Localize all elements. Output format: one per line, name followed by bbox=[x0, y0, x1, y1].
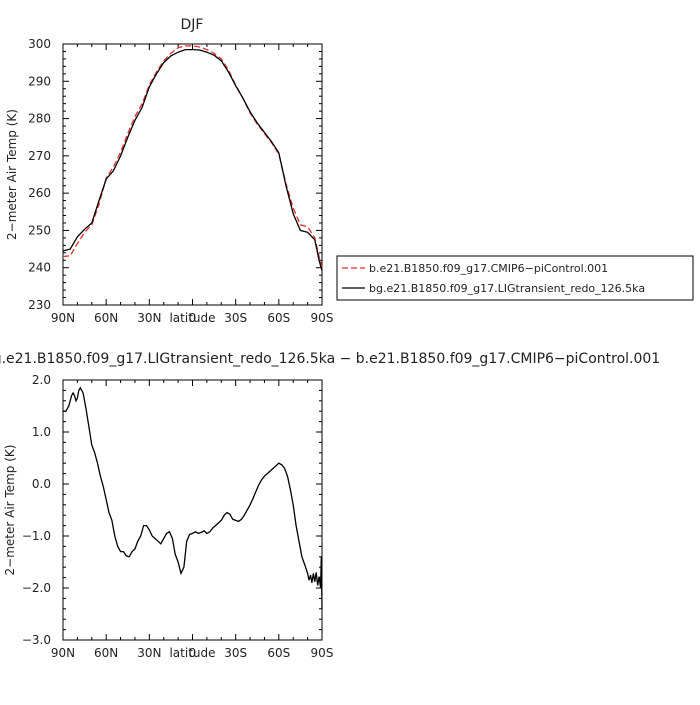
x-tick-label: 0 bbox=[189, 311, 197, 325]
x-tick-label: 60S bbox=[267, 311, 290, 325]
x-axis-label: latitude bbox=[169, 646, 215, 660]
series-line-1 bbox=[63, 386, 323, 609]
y-tick-label: 280 bbox=[28, 112, 51, 126]
series-line-2 bbox=[62, 48, 323, 271]
x-tick-label: 60N bbox=[94, 646, 118, 660]
y-tick-label: 1.0 bbox=[32, 425, 51, 439]
x-tick-label: 30N bbox=[137, 311, 161, 325]
x-tick-label: 60N bbox=[94, 311, 118, 325]
x-tick-label: 30S bbox=[224, 646, 247, 660]
y-tick-label: −2.0 bbox=[22, 581, 51, 595]
y-tick-label: −3.0 bbox=[22, 633, 51, 647]
y-tick-label: 2.0 bbox=[32, 373, 51, 387]
y-tick-label: 300 bbox=[28, 37, 51, 51]
legend-entry-1: b.e21.B1850.f09_g17.CMIP6−piControl.001 bbox=[369, 262, 608, 275]
x-tick-label: 60S bbox=[267, 646, 290, 660]
y-tick-label: 290 bbox=[28, 74, 51, 88]
y-tick-label: 250 bbox=[28, 223, 51, 237]
x-tick-label: 90S bbox=[311, 311, 334, 325]
y-tick-label: 0.0 bbox=[32, 477, 51, 491]
y-axis-label: 2−meter Air Temp (K) bbox=[5, 109, 19, 240]
y-axis-label: 2−meter Air Temp (K) bbox=[3, 445, 17, 576]
legend-box bbox=[336, 255, 694, 301]
x-tick-label: 30S bbox=[224, 311, 247, 325]
legend-entry-2: bg.e21.B1850.f09_g17.LIGtransient_redo_1… bbox=[369, 282, 645, 295]
x-tick-label: 90N bbox=[51, 646, 75, 660]
x-tick-label: 90S bbox=[311, 646, 334, 660]
y-tick-label: 260 bbox=[28, 186, 51, 200]
y-tick-label: 230 bbox=[28, 298, 51, 312]
x-tick-label: 30N bbox=[137, 646, 161, 660]
x-tick-label: 0 bbox=[189, 646, 197, 660]
chart-title: bg.e21.B1850.f09_g17.LIGtransient_redo_1… bbox=[0, 351, 660, 367]
chart-title: DJF bbox=[181, 17, 204, 33]
series-line-1 bbox=[62, 45, 323, 268]
x-axis-label: latitude bbox=[169, 311, 215, 325]
plot-frame bbox=[62, 379, 323, 641]
x-tick-label: 90N bbox=[51, 311, 75, 325]
y-tick-label: 240 bbox=[28, 261, 51, 275]
y-tick-label: −1.0 bbox=[22, 529, 51, 543]
y-tick-label: 270 bbox=[28, 149, 51, 163]
